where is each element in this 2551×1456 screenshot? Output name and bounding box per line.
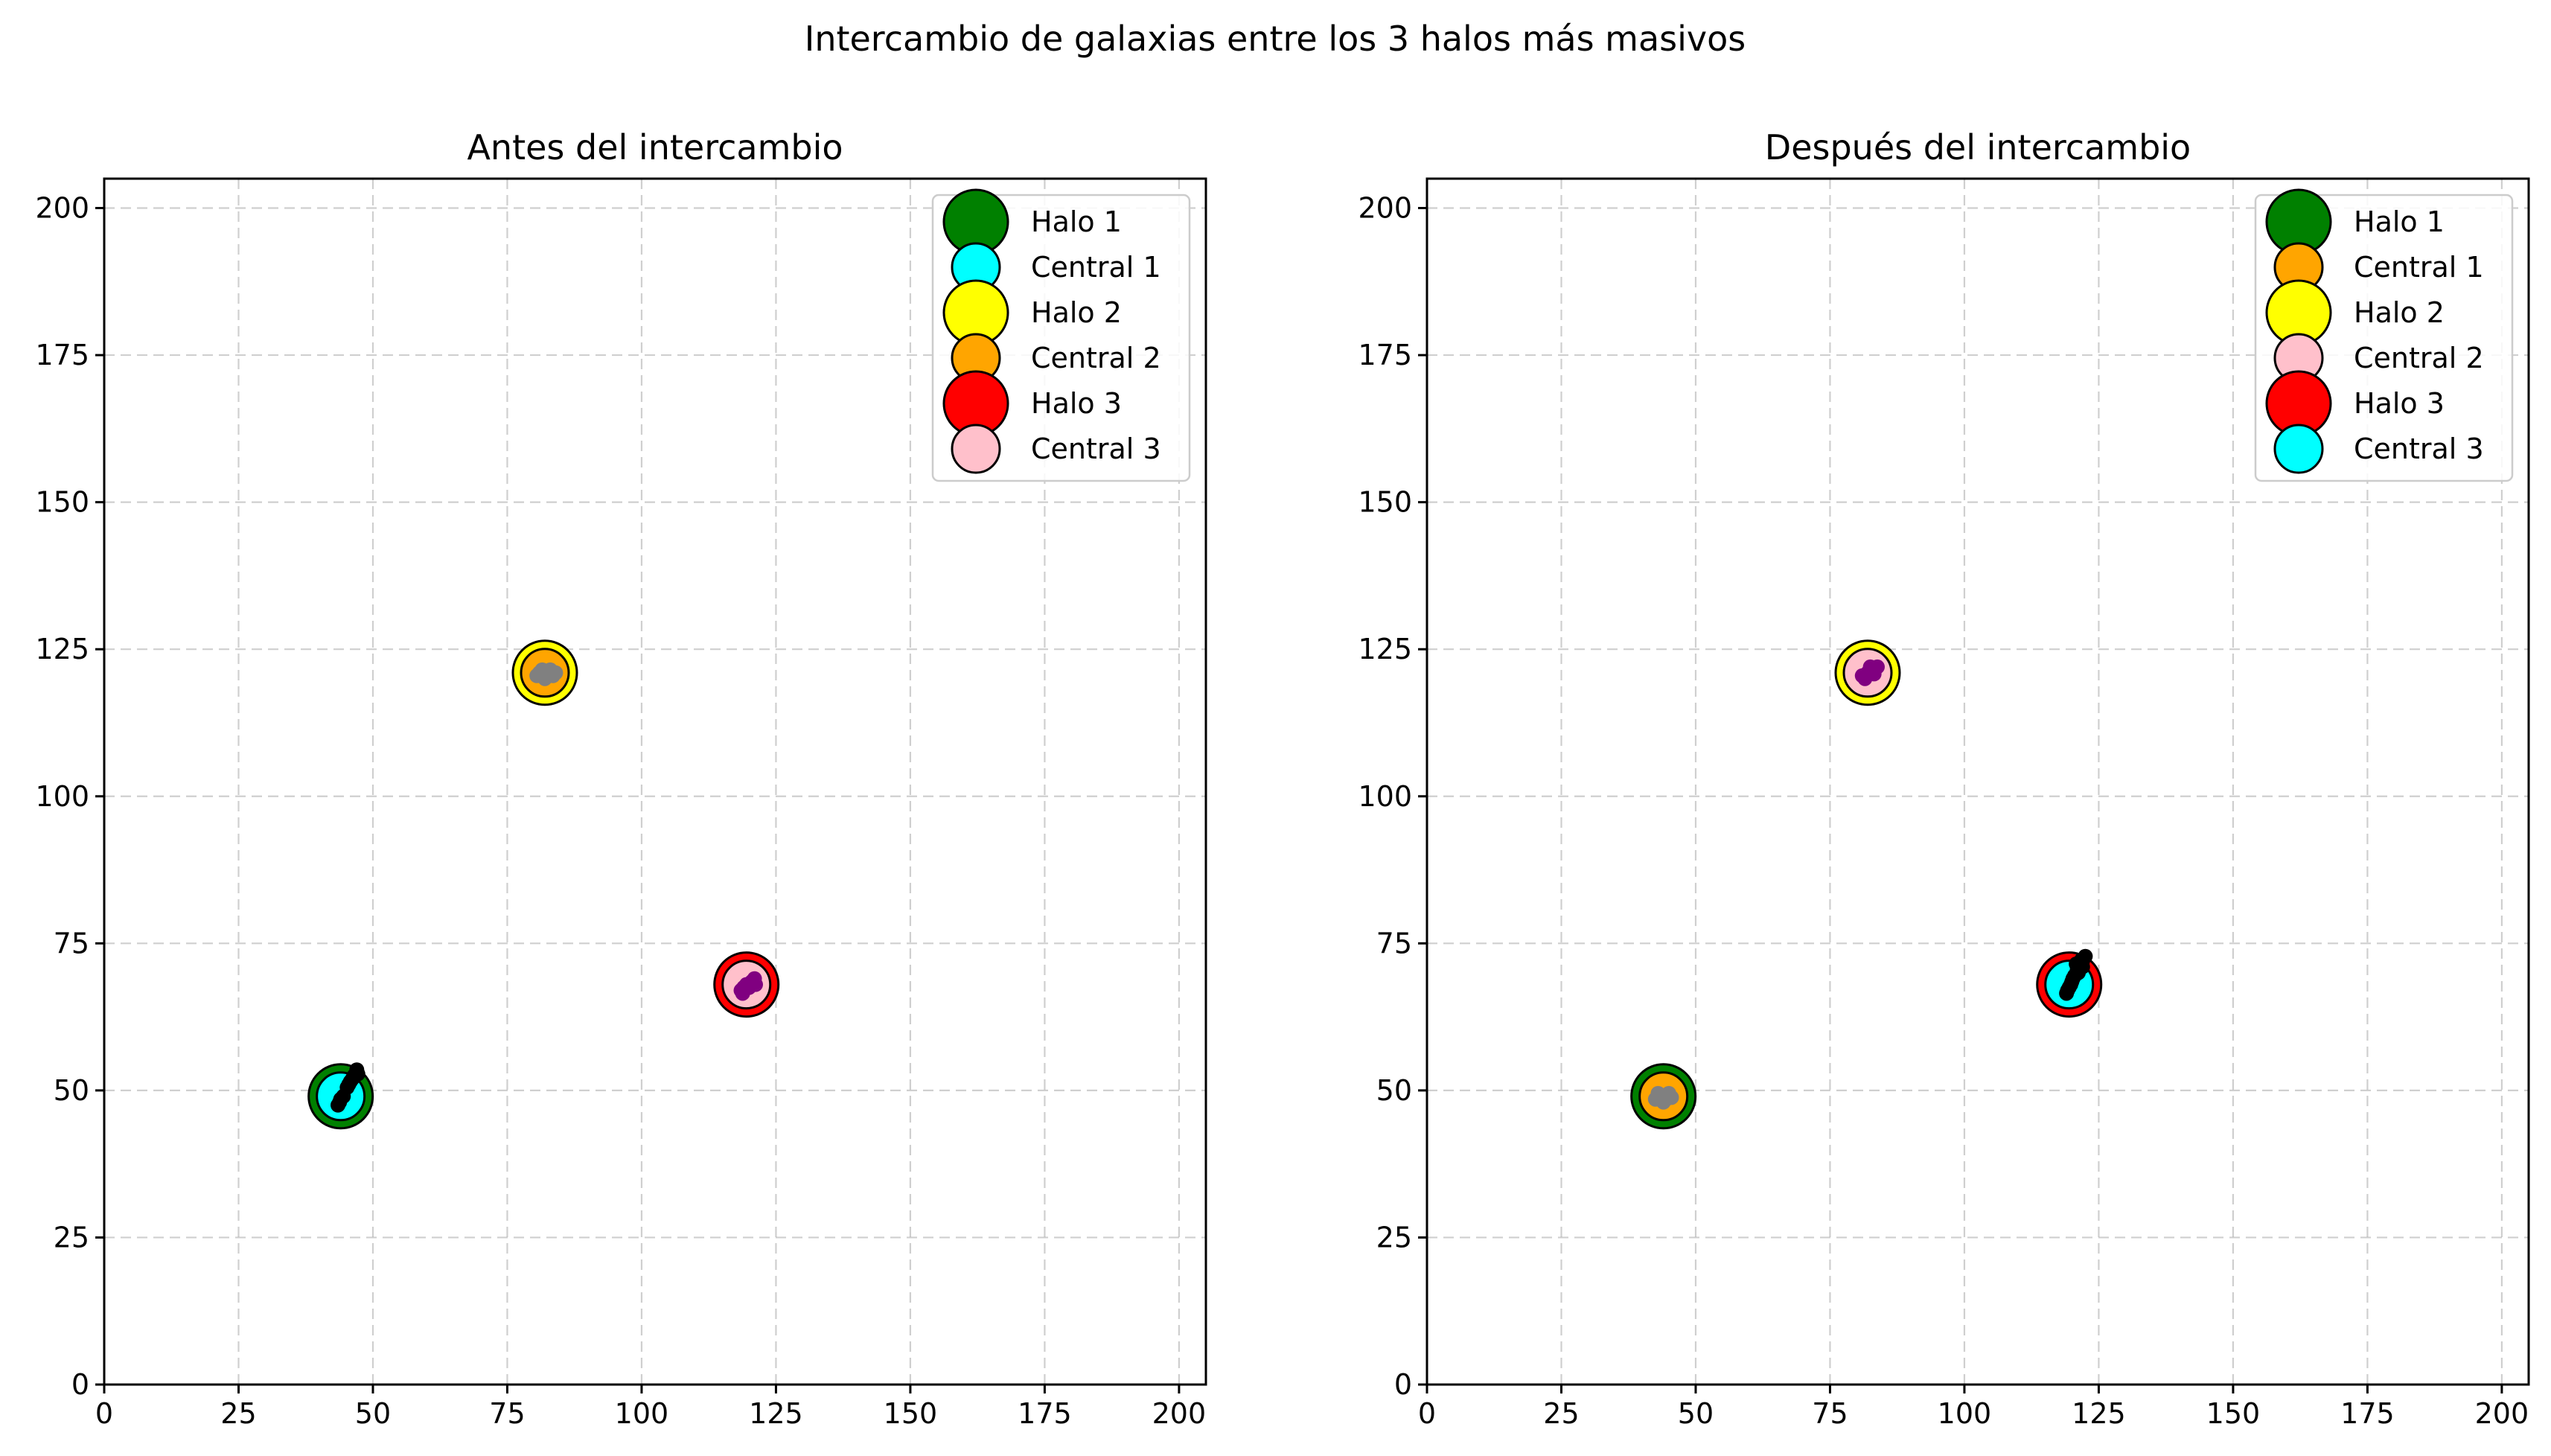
x-tick-label: 75 (1812, 1397, 1848, 1430)
y-tick-label: 200 (35, 192, 89, 225)
legend-label: Halo 3 (2354, 387, 2445, 420)
axes-frame (1425, 177, 2530, 1386)
satellite-point (748, 977, 764, 992)
x-tick-label: 0 (95, 1397, 113, 1430)
y-tick-label: 75 (1376, 927, 1412, 960)
legend-marker (2273, 424, 2324, 474)
x-tick-label: 150 (2206, 1397, 2261, 1430)
legend-label: Halo 2 (2354, 296, 2445, 329)
y-tick-label: 25 (1376, 1221, 1412, 1254)
x-tick-label: 100 (615, 1397, 669, 1430)
x-tick-label: 200 (2475, 1397, 2529, 1430)
legend-marker (951, 424, 1001, 474)
x-tick-label: 200 (1152, 1397, 1207, 1430)
y-tick-label: 50 (1376, 1074, 1412, 1107)
panel-after: 0 25 50 75 100 125 150 175 200 0 25 50 75 100 125 150 17… (1358, 127, 2530, 1430)
legend-label: Central 3 (2354, 432, 2484, 465)
x-tick-label: 75 (489, 1397, 525, 1430)
x-tick-label: 50 (1678, 1397, 1714, 1430)
x-tick-label: 175 (1018, 1397, 1072, 1430)
y-tick-label: 0 (71, 1368, 89, 1401)
y-tick-label: 50 (54, 1074, 89, 1107)
y-tick-label: 200 (1358, 192, 1412, 225)
legend-label: Central 2 (2354, 342, 2484, 374)
legend: Halo 1 Central 1 Halo 2 Central 2 Halo 3 Cent… (931, 188, 1191, 482)
satellite-point (332, 1094, 348, 1110)
figure-title: Intercambio de galaxias entre los 3 halo… (805, 19, 1746, 59)
x-tick-label: 125 (2072, 1397, 2126, 1430)
y-tick-label: 75 (54, 927, 89, 960)
axes-title: Antes del intercambio (467, 127, 843, 167)
axes-frame (103, 177, 1207, 1386)
x-tick-label: 175 (2340, 1397, 2395, 1430)
x-tick-label: 25 (220, 1397, 256, 1430)
legend-label: Halo 2 (1031, 296, 1122, 329)
y-tick-label: 150 (1358, 486, 1412, 519)
satellite-point (2063, 977, 2078, 992)
y-tick-label: 175 (35, 339, 89, 371)
satellite-point (1866, 666, 1882, 682)
y-tick-label: 25 (54, 1221, 89, 1254)
satellite-point (1664, 1090, 1679, 1105)
x-tick-label: 25 (1543, 1397, 1579, 1430)
legend-label: Halo 1 (2354, 205, 2445, 238)
y-tick-label: 125 (35, 633, 89, 665)
satellite-point (2074, 952, 2089, 968)
x-tick-label: 125 (749, 1397, 803, 1430)
y-tick-label: 125 (1358, 633, 1412, 665)
legend-label: Central 1 (2354, 251, 2484, 284)
x-tick-label: 100 (1938, 1397, 1992, 1430)
panel-before: 0 25 50 75 100 125 150 175 200 0 25 50 75 100 125 150 17… (35, 127, 1207, 1430)
axes-title: Después del intercambio (1765, 127, 2191, 167)
legend-label: Central 3 (1031, 432, 1161, 465)
satellite-point (548, 665, 563, 680)
y-tick-label: 150 (35, 486, 89, 519)
y-tick-label: 0 (1394, 1368, 1412, 1401)
legend-label: Central 2 (1031, 342, 1161, 374)
y-tick-label: 100 (1358, 780, 1412, 813)
legend-label: Halo 3 (1031, 387, 1122, 420)
x-tick-label: 50 (355, 1397, 391, 1430)
x-tick-label: 150 (884, 1397, 938, 1430)
satellite-point (735, 986, 750, 1001)
y-tick-label: 100 (35, 780, 89, 813)
x-tick-label: 0 (1418, 1397, 1436, 1430)
legend: Halo 1 Central 1 Halo 2 Central 2 Halo 3 Cent… (2254, 188, 2514, 482)
legend-label: Halo 1 (1031, 205, 1122, 238)
satellite-point (350, 1066, 365, 1082)
legend-label: Central 1 (1031, 251, 1161, 284)
y-tick-label: 175 (1358, 339, 1412, 371)
